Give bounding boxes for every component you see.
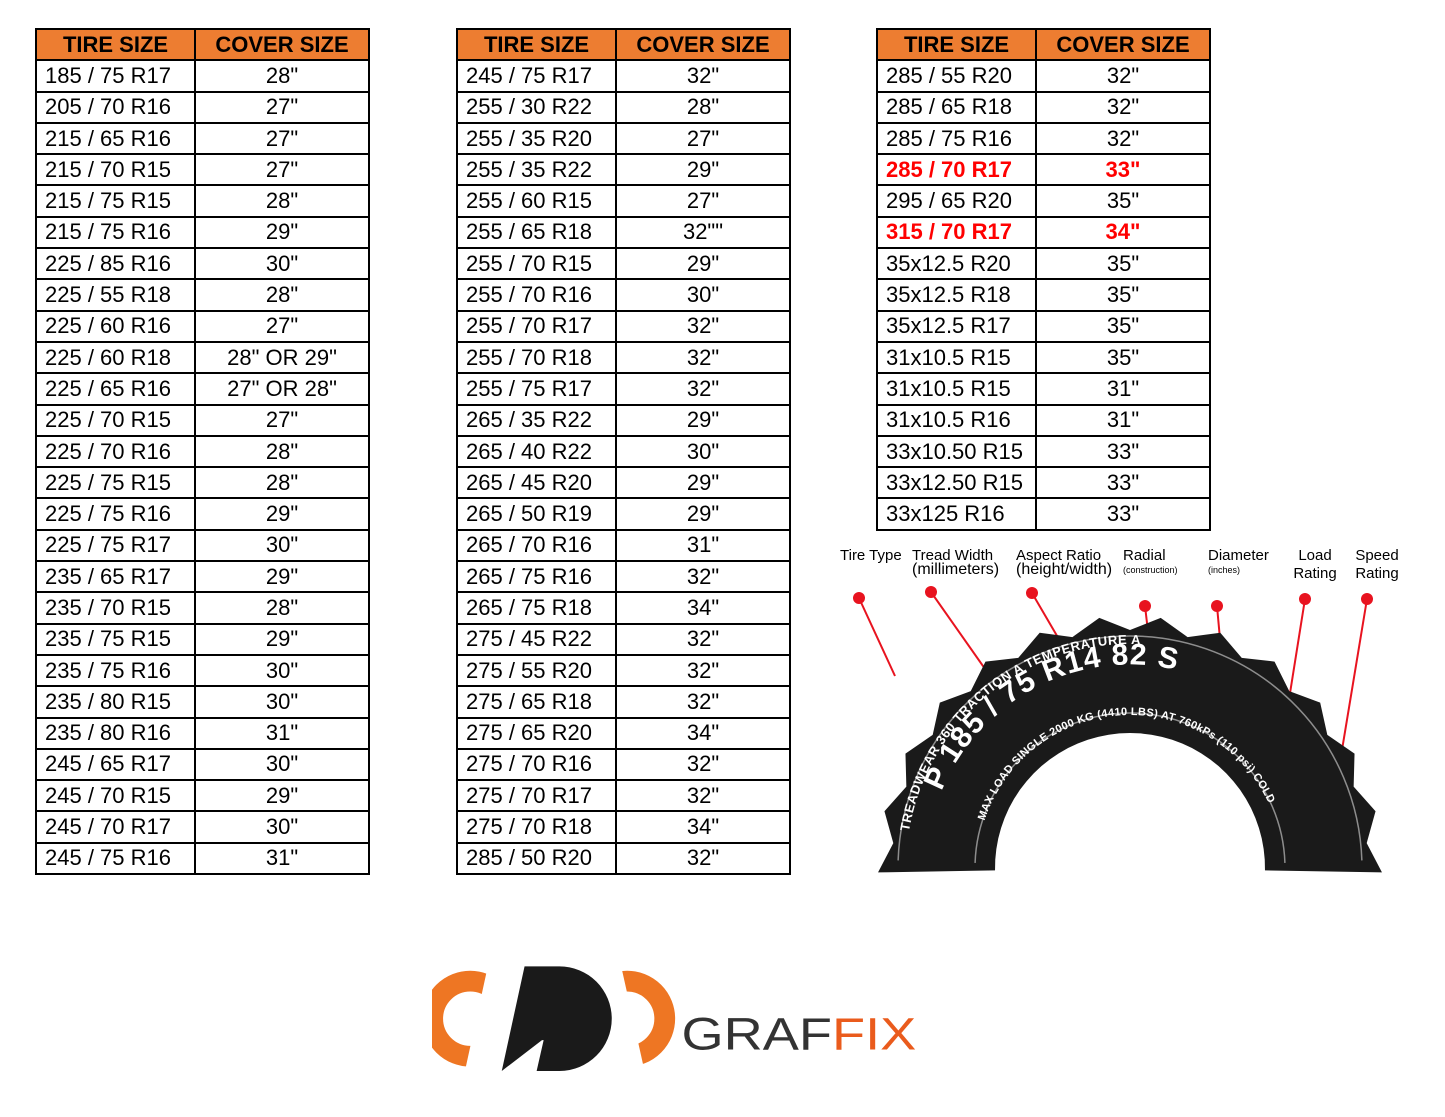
- svg-text:(inches): (inches): [1208, 565, 1240, 575]
- svg-text:(height/width): (height/width): [1016, 561, 1112, 578]
- svg-text:(construction): (construction): [1123, 565, 1178, 575]
- svg-text:Diameter: Diameter: [1208, 548, 1269, 564]
- svg-text:(millimeters): (millimeters): [912, 561, 999, 578]
- svg-text:Rating: Rating: [1355, 565, 1398, 582]
- svg-text:Speed: Speed: [1355, 548, 1398, 564]
- svg-text:Tire Type: Tire Type: [840, 548, 902, 564]
- svg-text:Rating: Rating: [1293, 565, 1336, 582]
- svg-text:Load: Load: [1298, 548, 1331, 564]
- svg-text:Radial: Radial: [1123, 548, 1166, 564]
